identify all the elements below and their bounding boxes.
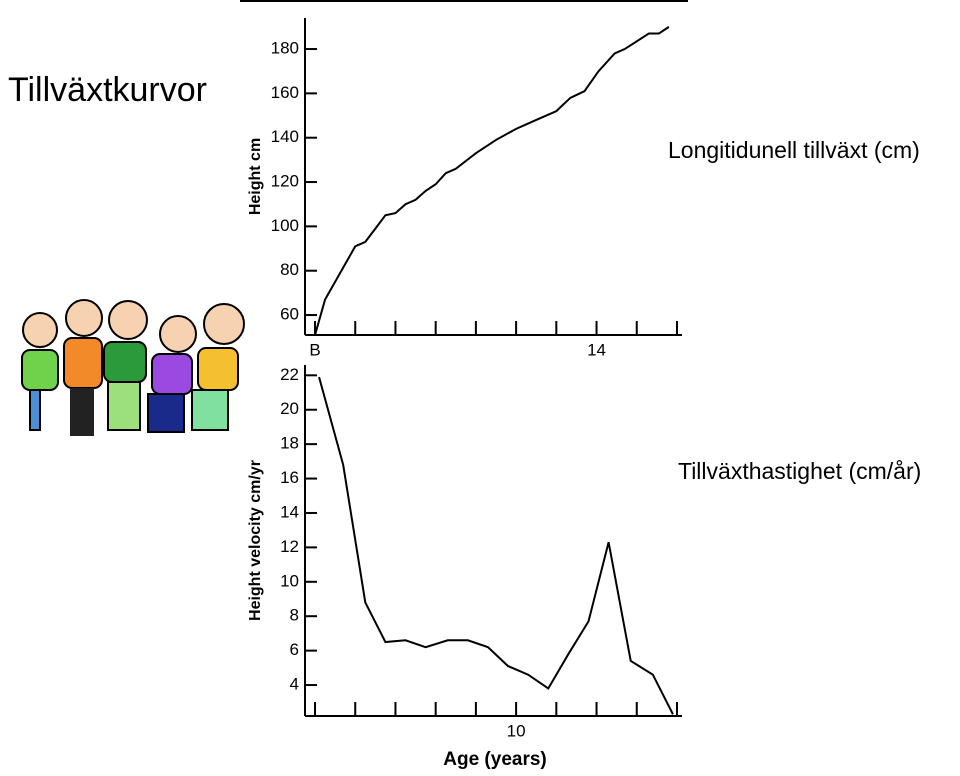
velocity-label: Tillväxthastighet (cm/år) [678,458,921,484]
y-tick-label: 140 [271,127,299,146]
y-axis-label: Height cm [247,138,264,215]
x-tick-label: 14 [587,340,606,359]
y-tick-label: 16 [280,468,299,487]
y-tick-label: 80 [280,260,299,279]
x-tick-label: 10 [507,721,526,740]
children-clipart [21,299,245,436]
x-tick-label: B [309,340,320,359]
data-line [318,376,674,715]
y-tick-label: 8 [290,606,299,625]
y-tick-label: 60 [280,305,299,324]
y-tick-label: 18 [280,434,299,453]
y-tick-label: 120 [271,172,299,191]
y-tick-label: 4 [290,675,299,694]
data-line [314,26,670,336]
y-tick-label: 100 [271,216,299,235]
y-tick-label: 20 [280,399,299,418]
y-tick-label: 180 [271,39,299,58]
y-tick-label: 22 [280,365,299,384]
y-tick-label: 6 [290,640,299,659]
slide-title: Tillväxtkurvor [8,71,207,109]
y-tick-label: 12 [280,537,299,556]
y-tick-label: 10 [280,571,299,590]
y-axis-label: Height velocity cm/yr [247,460,264,621]
height-label: Longitidunell tillväxt (cm) [668,137,920,163]
x-axis-label: Age (years) [443,749,547,770]
y-tick-label: 14 [280,502,299,521]
y-tick-label: 160 [271,83,299,102]
